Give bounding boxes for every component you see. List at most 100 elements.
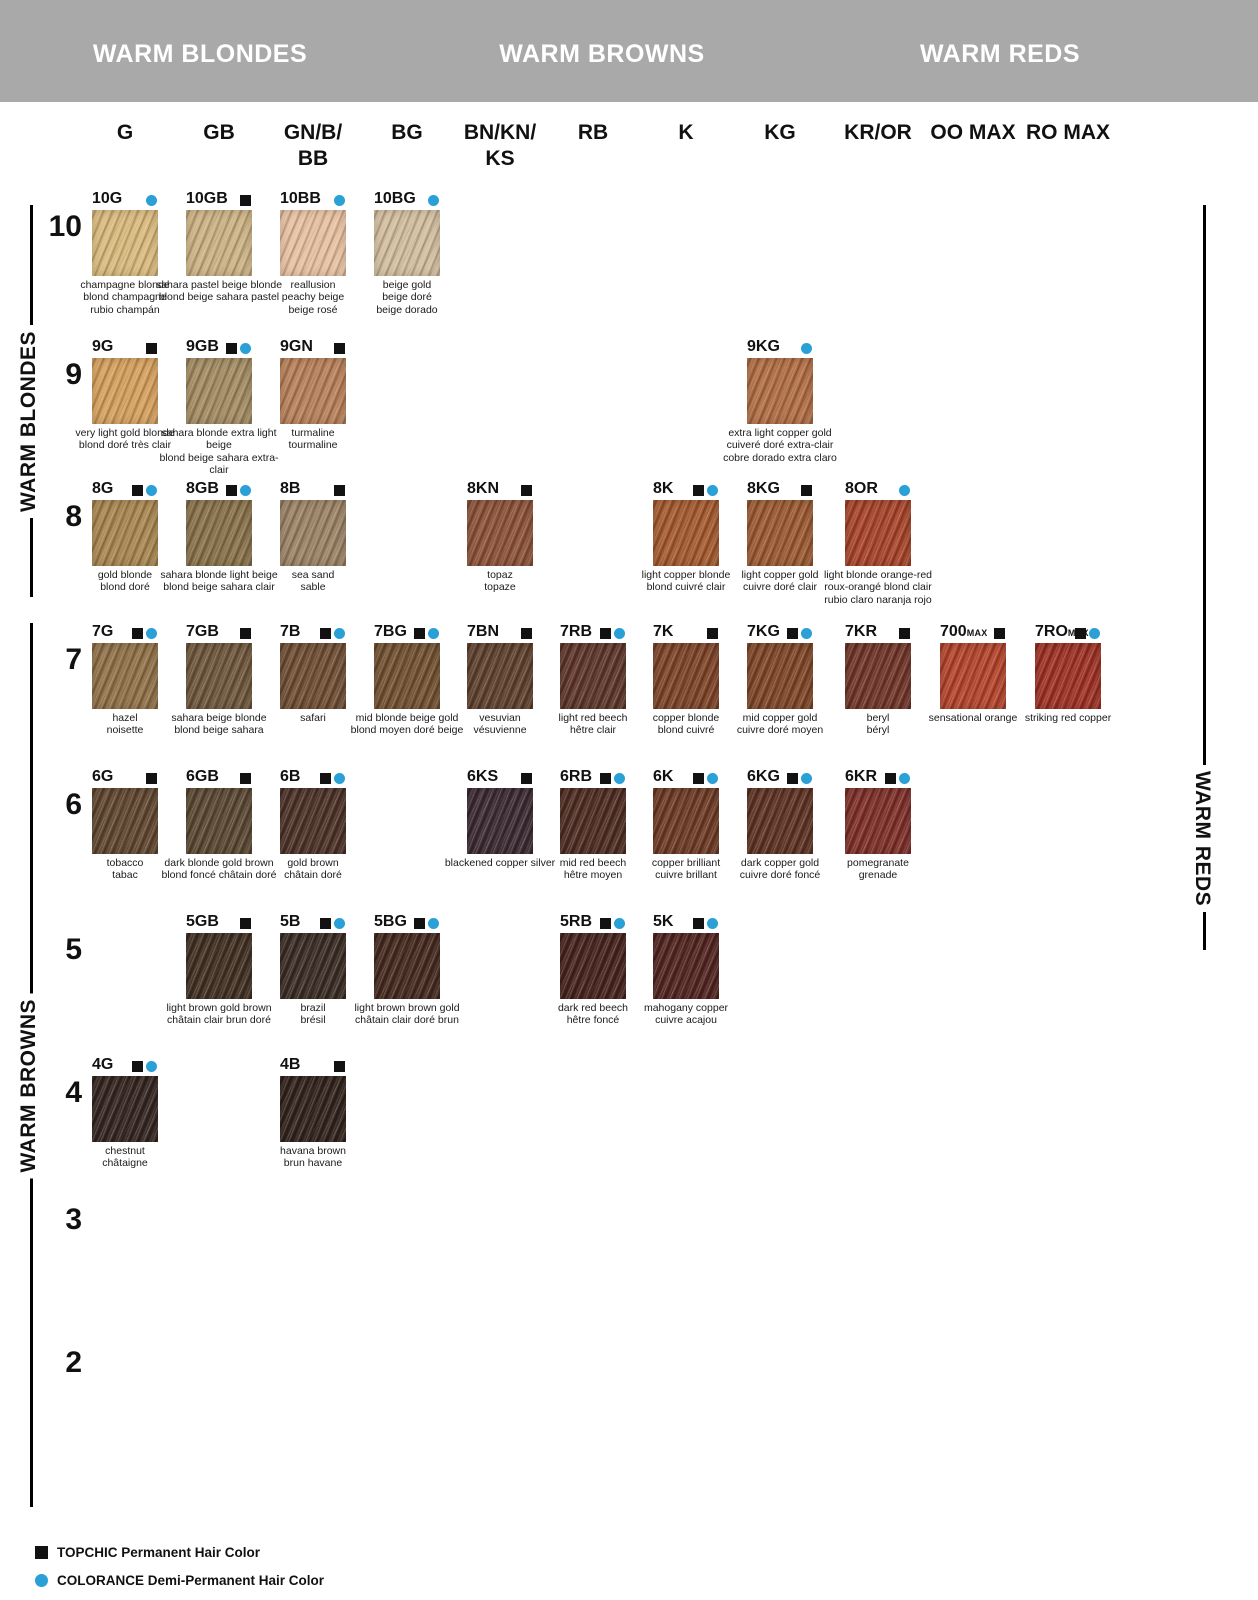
colorance-dot-icon	[35, 1574, 48, 1587]
colorance-dot-icon	[614, 628, 625, 639]
shade-names: turmaline tourmaline	[288, 427, 338, 452]
hair-swatch	[280, 1076, 346, 1142]
shade-names: very light gold blonde blond doré très cl…	[75, 427, 175, 452]
shade-code: 7G	[92, 623, 114, 640]
shade-code: 8OR	[845, 480, 878, 497]
shade-names: sahara pastel beige blonde blond beige sa…	[155, 279, 283, 304]
topchic-square-icon	[521, 628, 532, 639]
swatch-cell-10gb: 10GB sahara pastel beige blonde blond beig…	[156, 190, 282, 303]
swatch-cell-8kg: 8KG light copper gold cuivre doré clair	[741, 480, 818, 593]
hair-swatch	[92, 358, 158, 424]
section-header-warm-blondes: WARM BLONDES	[92, 40, 308, 68]
shade-code: 700MAX	[940, 623, 988, 640]
shade-code: 6B	[280, 768, 301, 785]
swatch-cell-5k: 5K mahogany copper cuivre acajou	[644, 913, 728, 1026]
colorance-dot-icon	[899, 773, 910, 784]
shade-code: 10GB	[186, 190, 228, 207]
hair-swatch	[186, 210, 252, 276]
swatch-cell-10g: 10G champagne blonde blond champagne rubio …	[80, 190, 169, 316]
swatch-cell-7romax: 7ROMAXstriking red copper	[1025, 623, 1111, 724]
shade-code: 10BB	[280, 190, 321, 207]
hair-swatch	[560, 788, 626, 854]
topchic-square-icon	[600, 918, 611, 929]
shade-names: dark copper gold cuivre doré foncé	[739, 857, 821, 882]
shade-code: 6KS	[467, 768, 499, 785]
colorance-dot-icon	[334, 195, 345, 206]
legend-topchic-label: TOPCHIC Permanent Hair Color	[57, 1545, 261, 1560]
column-header-bnknks: BN/KN/ KS	[463, 121, 537, 171]
column-header-kg: KG	[764, 121, 796, 144]
shade-code: 9GN	[280, 338, 313, 355]
hair-swatch	[280, 643, 346, 709]
legend-colorance-label: COLORANCE Demi-Permanent Hair Color	[57, 1573, 325, 1588]
side-label-warm-browns: WARM BROWNS	[17, 993, 41, 1179]
hair-swatch	[280, 933, 346, 999]
topchic-square-icon	[132, 485, 143, 496]
column-header-gb: GB	[203, 121, 235, 144]
colorance-dot-icon	[428, 918, 439, 929]
shade-names: champagne blonde blond champagne rubio cha…	[80, 279, 170, 316]
shade-names: chestnut châtaigne	[102, 1145, 148, 1170]
shade-code: 7K	[653, 623, 674, 640]
topchic-square-icon	[707, 628, 718, 639]
shade-code: 5BG	[374, 913, 407, 930]
colorance-dot-icon	[614, 918, 625, 929]
topchic-square-icon	[132, 1061, 143, 1072]
hair-swatch	[186, 500, 252, 566]
shade-code: 6KR	[845, 768, 878, 785]
hair-swatch	[747, 643, 813, 709]
swatch-cell-5gb: 5GB light brown gold brown châtain clair b…	[166, 913, 271, 1026]
colorance-dot-icon	[428, 628, 439, 639]
shade-names: hazel noisette	[106, 712, 144, 737]
shade-names: gold blonde blond doré	[97, 569, 153, 594]
shade-names: beryl béryl	[866, 712, 890, 737]
shade-names: sahara blonde extra light beige blond bei…	[159, 427, 279, 477]
shade-code: 10G	[92, 190, 123, 207]
shade-names: copper blonde blond cuivré	[652, 712, 720, 737]
row-level-8: 8	[65, 500, 82, 533]
topchic-square-icon	[693, 773, 704, 784]
hair-swatch	[280, 358, 346, 424]
shade-names: reallusion peachy beige beige rosé	[281, 279, 345, 316]
shade-code: 7GB	[186, 623, 219, 640]
topchic-square-icon	[320, 918, 331, 929]
shade-code: 8KG	[747, 480, 780, 497]
topchic-square-icon	[600, 628, 611, 639]
hair-swatch	[845, 643, 911, 709]
legend-topchic: TOPCHIC Permanent Hair Color	[35, 1545, 260, 1560]
swatch-cell-7kr: 7KR beryl béryl	[845, 623, 911, 736]
shade-code: 8KN	[467, 480, 500, 497]
topchic-square-icon	[693, 485, 704, 496]
topchic-square-icon	[334, 343, 345, 354]
hair-swatch	[92, 788, 158, 854]
topchic-square-icon	[885, 773, 896, 784]
swatch-cell-10bb: 10BB reallusion peachy beige beige rosé	[280, 190, 346, 316]
topchic-square-icon	[334, 485, 345, 496]
hair-swatch	[845, 500, 911, 566]
swatch-cell-8kn: 8KN topaz topaze	[467, 480, 533, 593]
swatch-cell-9gb: 9GB sahara blonde extra light beige blond …	[159, 338, 278, 476]
top-gray-band	[0, 0, 1258, 102]
column-header-k: K	[678, 121, 694, 144]
shade-code: 9KG	[747, 338, 780, 355]
hair-swatch	[92, 1076, 158, 1142]
swatch-cell-7bn: 7BN vesuvian vésuvienne	[467, 623, 533, 736]
topchic-square-icon	[320, 773, 331, 784]
hair-swatch	[940, 643, 1006, 709]
topchic-square-icon	[414, 918, 425, 929]
topchic-square-icon	[600, 773, 611, 784]
shade-names: mid red beech hêtre moyen	[559, 857, 627, 882]
column-header-romax: RO MAX	[1026, 121, 1110, 144]
row-level-7: 7	[65, 643, 82, 676]
swatch-cell-8k: 8K light copper blonde blond cuivré clair	[642, 480, 731, 593]
colorance-dot-icon	[707, 773, 718, 784]
column-header-gnbbb: GN/B/ BB	[283, 121, 343, 171]
swatch-cell-7gb: 7GB sahara beige blonde blond beige sahara	[171, 623, 266, 736]
hair-swatch	[747, 788, 813, 854]
swatch-cell-6ks: 6KS blackened copper silver	[445, 768, 555, 869]
shade-code: 5GB	[186, 913, 219, 930]
topchic-square-icon	[334, 1061, 345, 1072]
row-level-3: 3	[65, 1203, 82, 1236]
shade-code: 6KG	[747, 768, 780, 785]
hair-swatch	[92, 500, 158, 566]
